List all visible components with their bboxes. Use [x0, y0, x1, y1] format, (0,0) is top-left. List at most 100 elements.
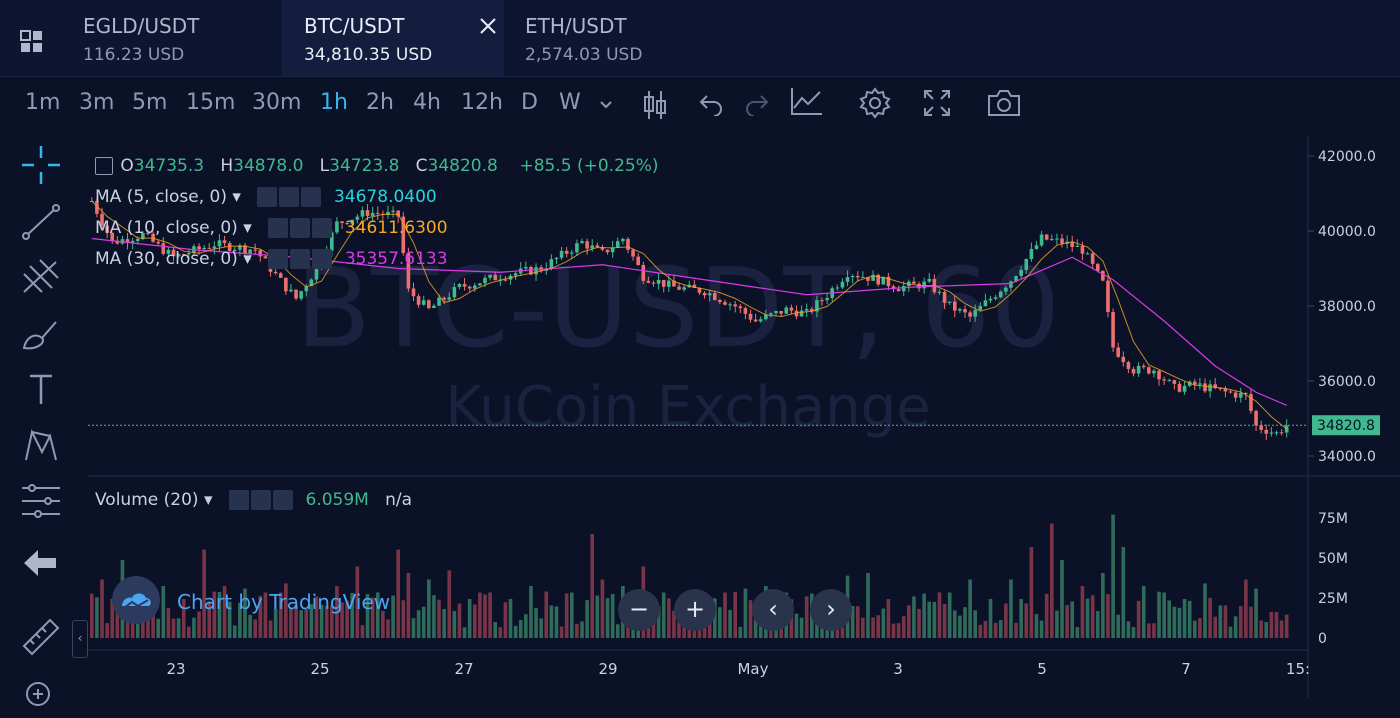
eye-icon[interactable] [257, 187, 278, 207]
volume-legend[interactable]: Volume (20) ▾ 6.059M n/a [95, 490, 412, 510]
gear-icon[interactable] [290, 249, 310, 269]
candle-body [983, 300, 988, 307]
candle-body [391, 210, 395, 212]
timeframe-30m[interactable]: 30m [252, 90, 302, 115]
fullscreen-icon[interactable] [922, 88, 952, 122]
candle-body [421, 300, 426, 305]
volume-bar [1152, 623, 1156, 638]
timeframe-3m[interactable]: 3m [79, 90, 115, 115]
indicators-icon[interactable] [790, 86, 824, 120]
ruler-icon[interactable] [20, 614, 62, 656]
undo-icon[interactable] [698, 92, 724, 120]
trendline-icon[interactable] [20, 200, 62, 242]
scroll-right-button[interactable]: › [810, 589, 852, 631]
time-tick-label: 5 [1037, 660, 1047, 678]
timeframe-12h[interactable]: 12h [461, 90, 503, 115]
timeframe-5m[interactable]: 5m [132, 90, 168, 115]
candle-body [952, 301, 957, 311]
volume-bar [605, 598, 610, 638]
candle-body [610, 247, 615, 253]
tradingview-attribution[interactable]: Chart by TradingView [177, 590, 391, 614]
tab-pair-label: BTC/USDT [304, 14, 405, 38]
collapse-legend-icon[interactable] [95, 157, 113, 175]
redo-icon[interactable] [744, 92, 770, 120]
settings-gear-icon[interactable] [858, 86, 892, 124]
zoom-in-button[interactable]: + [674, 589, 716, 631]
candle-body [452, 287, 457, 298]
close-icon[interactable] [312, 249, 332, 269]
pattern-tool-icon[interactable] [20, 424, 62, 466]
candle-body [855, 275, 860, 278]
ma10-legend[interactable]: MA (10, close, 0) ▾ 34611.6300 [95, 218, 448, 238]
timeframe-15m[interactable]: 15m [186, 90, 236, 115]
eye-icon[interactable] [268, 218, 288, 238]
zoom-out-button[interactable]: − [618, 589, 660, 631]
chevron-down-icon[interactable] [598, 96, 614, 115]
volume-bar [156, 618, 160, 638]
candle-body [227, 243, 232, 251]
candle-body [1014, 276, 1018, 282]
text-tool-icon[interactable] [20, 368, 62, 410]
tab-btc-usdt[interactable]: BTC/USDT 34,810.35 USD [282, 0, 504, 76]
candles-icon[interactable] [642, 88, 668, 126]
timeframe-1m[interactable]: 1m [25, 90, 61, 115]
gear-icon[interactable] [279, 187, 300, 207]
timeframe-w[interactable]: W [559, 90, 581, 115]
crosshair-icon[interactable] [20, 144, 62, 186]
candle-body [1233, 392, 1238, 398]
timeframe-4h[interactable]: 4h [413, 90, 441, 115]
scroll-left-button[interactable]: ‹ [752, 589, 794, 631]
timeframe-d[interactable]: D [521, 90, 538, 115]
candle-body [161, 243, 166, 254]
ma5-legend[interactable]: MA (5, close, 0) ▾ 34678.0400 [95, 187, 437, 207]
candle-body [702, 292, 707, 296]
eye-icon[interactable] [268, 249, 288, 269]
close-tab-icon[interactable] [478, 16, 498, 36]
volume-bar [130, 616, 135, 638]
volume-bar [518, 620, 523, 638]
low-value: 34723.8 [329, 156, 400, 176]
collapse-toolbar-button[interactable]: ‹ [72, 620, 88, 658]
candle-body [677, 286, 681, 290]
tab-egld-usdt[interactable]: EGLD/USDT 116.23 USD [61, 0, 283, 76]
volume-bar [294, 605, 298, 638]
timeframe-2h[interactable]: 2h [366, 90, 394, 115]
volume-bar [804, 596, 809, 638]
fib-tools-icon[interactable] [20, 256, 62, 298]
volume-bar [319, 604, 324, 638]
tab-eth-usdt[interactable]: ETH/USDT 2,574.03 USD [503, 0, 725, 76]
gear-icon[interactable] [290, 218, 310, 238]
gear-icon[interactable] [250, 490, 271, 510]
chevron-down-icon[interactable]: ▾ [203, 490, 213, 510]
close-icon[interactable] [312, 218, 332, 238]
layout-grid-icon[interactable] [20, 30, 44, 54]
volume-bar [1233, 616, 1238, 638]
volume-bar [1249, 606, 1253, 638]
candle-body [176, 254, 181, 257]
measure-tool-icon[interactable] [20, 480, 62, 522]
watermark-symbol: BTC-USDT, 60 [296, 244, 1061, 372]
eye-icon[interactable] [228, 490, 249, 510]
zoom-in-icon[interactable] [20, 676, 62, 718]
camera-icon[interactable] [986, 88, 1022, 122]
chevron-down-icon[interactable]: ▾ [232, 187, 241, 207]
candle-body [1147, 367, 1151, 374]
candle-body [1101, 270, 1105, 281]
ma30-legend[interactable]: MA (30, close, 0) ▾ 35357.6133 [95, 249, 448, 269]
price-tick-label: 38000.0 [1318, 299, 1376, 315]
low-label: L [319, 156, 330, 176]
brush-icon[interactable] [20, 312, 62, 354]
volume-bar [1004, 603, 1008, 638]
back-arrow-icon[interactable] [20, 542, 62, 584]
candle-body [503, 279, 508, 281]
chevron-down-icon[interactable]: ▾ [243, 218, 252, 238]
chart-toolbar: 1m 3m 5m 15m 30m 1h 2h 4h 12h D W [0, 78, 1400, 132]
tradingview-logo-icon[interactable] [112, 576, 160, 624]
close-icon[interactable] [272, 490, 293, 510]
candle-body [631, 249, 635, 257]
candle-body [850, 275, 855, 278]
close-icon[interactable] [301, 187, 322, 207]
timeframe-1h[interactable]: 1h [320, 90, 348, 115]
candle-body [748, 313, 753, 320]
chevron-down-icon[interactable]: ▾ [243, 249, 252, 269]
